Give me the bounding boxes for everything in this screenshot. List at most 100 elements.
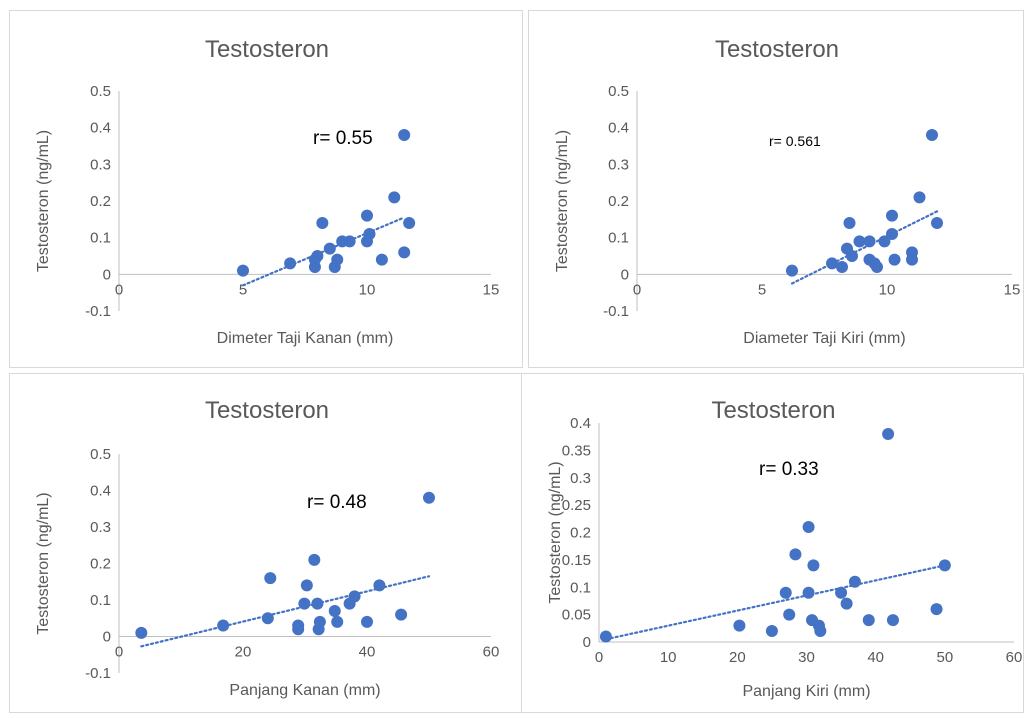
data-point [313, 615, 326, 628]
y-tick-label: 0.4 [90, 120, 111, 137]
data-point [840, 597, 853, 610]
data-point [783, 608, 796, 621]
y-tick-label: 0 [103, 266, 111, 283]
y-tick-label: 0 [583, 634, 591, 651]
chart-panel-3: Testosteron -0.1 0 0.1 0.2 0.3 0.4 0.5 0 20 40 60 Pa… [9, 373, 523, 713]
y-tick-label: 0.1 [90, 230, 111, 247]
y-tick-label: 0 [103, 629, 111, 646]
x-tick-label: 5 [758, 281, 766, 298]
data-point [886, 228, 898, 240]
data-point [237, 264, 249, 277]
data-point [886, 614, 899, 627]
chart-panjang-kanan: Testosteron-0.100.10.20.30.40.50 20 40 60Pa… [35, 397, 500, 699]
data-point [311, 597, 324, 610]
data-point [888, 253, 901, 266]
y-tick-label: 0.2 [90, 193, 111, 210]
data-point [373, 579, 386, 592]
x-tick-label: 15 [483, 281, 500, 298]
data-point [826, 257, 838, 270]
correlation-annotation: r= 0.55 [313, 128, 373, 149]
correlation-annotation: r= 0.48 [307, 492, 367, 513]
chart-title: Testosteron [711, 397, 835, 424]
data-point [217, 619, 230, 632]
data-point [848, 575, 861, 588]
y-tick-label: 0.3 [608, 156, 629, 173]
y-tick-label: 0 [621, 266, 629, 283]
data-point [882, 427, 895, 440]
x-axis-label: Dimeter Taji Kanan (mm) [217, 330, 394, 347]
y-tick-label: 0.5 [90, 83, 111, 100]
y-tick-label: 0.3 [90, 156, 111, 173]
chart-title: Testosteron [715, 36, 839, 63]
data-point [298, 597, 311, 610]
x-tick-label: 0 [115, 644, 123, 661]
data-point [398, 129, 411, 141]
data-point [361, 615, 373, 628]
data-point [323, 242, 336, 255]
data-point [802, 586, 815, 599]
data-point [931, 217, 943, 229]
y-axis-label: Testosteron (ng/mL) [554, 130, 571, 272]
chart-panel-1: Testosteron -0.1 0 0.1 0.2 0.3 0.4 0.5 0 5 10 15 Dim… [9, 10, 523, 368]
data-point [853, 235, 866, 248]
data-point [316, 217, 329, 229]
data-point [733, 619, 746, 632]
y-tick-label: 0.5 [90, 446, 111, 463]
chart-diameter-kiri: Testosteron-0.100.10.20.30.40.50 5 10 15Dia… [554, 36, 1021, 347]
y-tick-label: 0.4 [608, 120, 629, 137]
x-tick-label: 60 [483, 644, 500, 661]
y-tick-label: 0.3 [90, 519, 111, 536]
y-tick-label: -0.1 [85, 303, 111, 320]
x-tick-label: 15 [1004, 281, 1021, 298]
data-point [789, 548, 802, 561]
y-tick-label: 0.15 [562, 552, 591, 569]
data-point [311, 250, 324, 262]
data-point [926, 129, 938, 141]
data-point [308, 553, 321, 566]
data-point [802, 521, 815, 534]
x-tick-label: 5 [239, 281, 247, 298]
trendline [140, 575, 431, 648]
y-tick-label: 0.1 [570, 579, 591, 596]
data-point [871, 261, 883, 273]
data-point [264, 572, 277, 585]
x-axis-label: Panjang Kiri (mm) [742, 683, 870, 700]
data-point [807, 559, 820, 572]
data-point [599, 630, 612, 643]
x-tick-label: 30 [798, 649, 815, 666]
chart-title: Testosteron [205, 397, 329, 424]
x-axis-label: Panjang Kanan (mm) [229, 682, 380, 699]
chart-panjang-kiri: Testosteron 0 0.05 0.1 0.15 0.2 0.25 0.3 0.35 0.4… [547, 397, 1023, 700]
x-tick-label: 20 [235, 644, 252, 661]
y-tick-label: 0.05 [562, 607, 591, 624]
y-axis-label: Testosteron (ng/mL) [547, 461, 564, 603]
data-point [930, 603, 943, 616]
x-tick-label: 40 [867, 649, 884, 666]
data-point [878, 235, 891, 248]
data-point [913, 191, 926, 204]
x-tick-label: 10 [879, 281, 896, 298]
y-tick-label: 0.2 [90, 556, 111, 573]
x-tick-label: 10 [660, 649, 677, 666]
correlation-annotation: r= 0.33 [759, 459, 819, 480]
y-tick-label: 0.1 [90, 592, 111, 609]
chart-panel-2: Testosteron -0.1 0 0.1 0.2 0.3 0.4 0.5 0 5 10 15 Dia… [528, 10, 1024, 368]
y-tick-label: 0.3 [570, 470, 591, 487]
data-point [343, 235, 356, 248]
y-tick-label: 0.2 [608, 193, 629, 210]
data-point [300, 579, 313, 592]
x-tick-label: 60 [1006, 649, 1023, 666]
x-tick-label: 10 [359, 281, 376, 298]
data-point [348, 590, 361, 603]
trendline [790, 209, 941, 285]
data-point [863, 235, 876, 248]
data-point [331, 253, 344, 266]
y-tick-label: 0.4 [90, 483, 111, 500]
y-tick-label: -0.1 [85, 665, 111, 682]
trendline [241, 216, 406, 287]
data-point [292, 619, 305, 632]
x-tick-label: 0 [115, 281, 123, 298]
data-point [388, 191, 401, 204]
y-axis-label: Testosteron (ng/mL) [35, 130, 52, 272]
